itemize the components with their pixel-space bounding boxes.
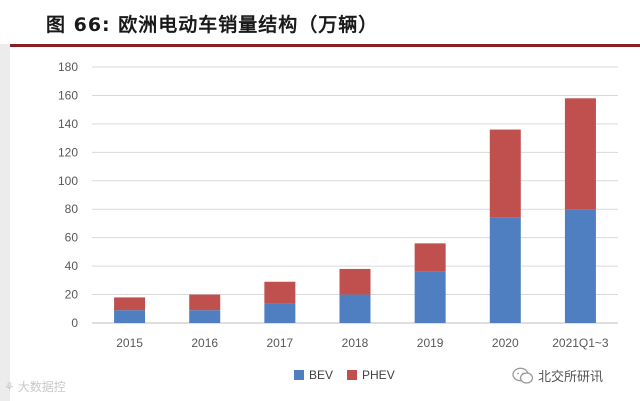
y-tick-label: 80 [65,202,79,216]
stacked-bar-chart: 0 20 40 60 80 100 120 140 160 180 2015 2016 2017 2018… [58,60,618,350]
bar-bev [339,294,371,323]
x-tick-label: 2021Q1~3 [552,336,609,350]
y-tick-label: 180 [58,60,78,74]
x-tick-label: 2019 [417,336,444,350]
bar-bev [489,217,521,323]
figure-header: 图 66: 欧洲电动车销量结构（万辆） [0,0,640,44]
watermark-right-text: 北交所研讯 [538,370,604,385]
legend-item-phev: PHEV [347,368,395,382]
bar-bev [564,209,596,323]
y-tick-label: 40 [65,259,79,273]
title-divider [0,44,640,47]
watermark-logo-icon: ⚘ [4,379,15,394]
y-tick-label: 120 [58,145,78,159]
y-tick-label: 100 [58,174,78,188]
watermark-right: 北交所研讯 [512,366,603,385]
x-tick-label: 2020 [492,336,519,350]
bar-bev [189,310,221,323]
x-tick-label: 2018 [342,336,369,350]
bar-phev [114,297,146,311]
bar-bev [114,310,146,323]
chart-legend: BEV PHEV [294,368,395,382]
y-tick-label: 60 [65,231,79,245]
figure-title: 图 66: 欧洲电动车销量结构（万辆） [46,14,379,36]
wechat-icon [512,367,534,384]
legend-label-bev: BEV [309,368,334,382]
legend-swatch-phev [347,370,358,380]
watermark-left: ⚘ 大数据控 [4,378,66,395]
x-tick-label: 2016 [191,336,218,350]
left-margin-bar [0,44,10,401]
x-tick-label: 2017 [267,336,294,350]
y-tick-label: 160 [58,88,78,102]
legend-swatch-bev [294,370,304,380]
bar-phev [489,129,521,218]
bar-bev [264,303,296,323]
y-tick-label: 0 [71,316,78,330]
y-tick-label: 20 [65,288,79,302]
bar-phev [339,268,371,295]
watermark-left-text: 大数据控 [17,380,66,394]
bar-phev [264,281,296,304]
x-tick-label: 2015 [116,336,143,350]
bar-phev [564,98,596,210]
bar-phev [414,243,446,272]
y-tick-label: 140 [58,117,78,131]
bar-phev [189,294,221,311]
bar-bev [414,271,446,323]
legend-item-bev: BEV [294,368,333,382]
legend-label-phev: PHEV [362,368,395,382]
